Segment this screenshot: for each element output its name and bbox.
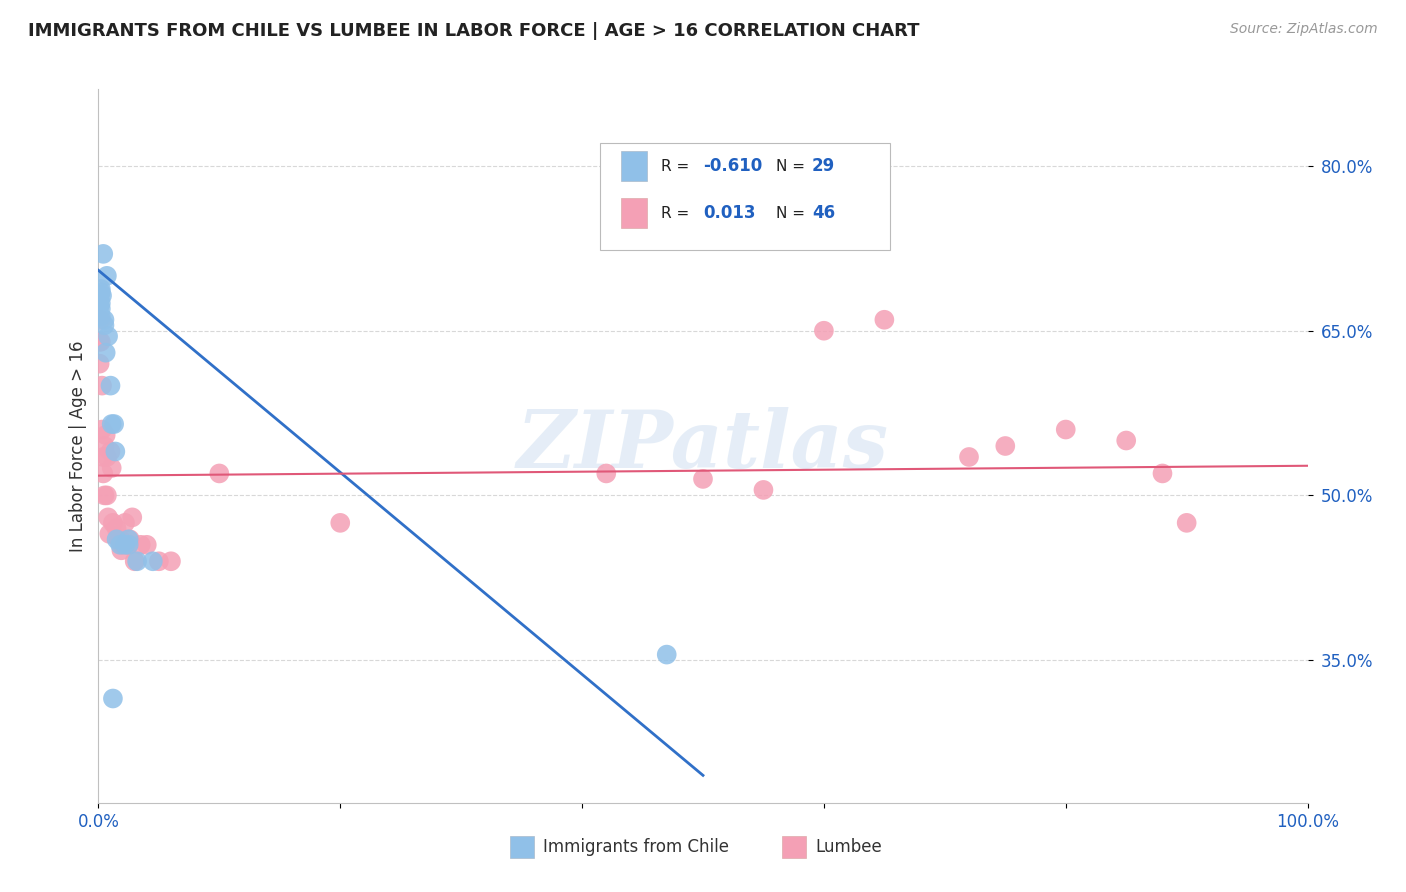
Point: [91, 378, 114, 392]
Point: [93, 488, 115, 502]
Point: [114, 538, 136, 552]
Text: ZIPatlas: ZIPatlas: [517, 408, 889, 484]
Text: N =: N =: [776, 159, 810, 174]
Point: [91, 288, 114, 302]
Point: [118, 538, 141, 552]
Point: [1152, 467, 1174, 481]
Point: [1175, 516, 1198, 530]
Bar: [782, 837, 806, 858]
Point: [957, 450, 980, 464]
Point: [98, 526, 121, 541]
Point: [91, 467, 114, 481]
Text: N =: N =: [776, 206, 810, 220]
Point: [148, 554, 170, 568]
Point: [108, 533, 131, 547]
Point: [692, 472, 714, 486]
Point: [96, 268, 118, 283]
Point: [96, 488, 118, 502]
Point: [100, 461, 122, 475]
Point: [873, 312, 896, 326]
Point: [752, 483, 775, 497]
Text: IMMIGRANTS FROM CHILE VS LUMBEE IN LABOR FORCE | AGE > 16 CORRELATION CHART: IMMIGRANTS FROM CHILE VS LUMBEE IN LABOR…: [28, 22, 920, 40]
Point: [104, 444, 127, 458]
Point: [124, 554, 146, 568]
Point: [108, 533, 131, 547]
Point: [100, 378, 122, 392]
Bar: [509, 837, 534, 858]
Point: [813, 324, 835, 338]
Point: [90, 282, 112, 296]
Point: [114, 516, 136, 530]
Text: 46: 46: [811, 204, 835, 222]
Bar: [621, 198, 647, 228]
Point: [93, 312, 115, 326]
Text: R =: R =: [661, 159, 693, 174]
Point: [1115, 434, 1137, 448]
Bar: [621, 152, 647, 181]
Point: [91, 247, 114, 261]
Text: Source: ZipAtlas.com: Source: ZipAtlas.com: [1230, 22, 1378, 37]
Point: [101, 691, 124, 706]
Point: [89, 334, 111, 349]
Point: [93, 318, 115, 333]
Point: [89, 293, 111, 307]
Point: [90, 310, 112, 324]
Point: [127, 554, 149, 568]
Point: [142, 554, 165, 568]
FancyBboxPatch shape: [600, 143, 890, 250]
Point: [100, 444, 122, 458]
Text: 0.013: 0.013: [703, 204, 755, 222]
Point: [1054, 423, 1077, 437]
Point: [135, 538, 157, 552]
Point: [118, 533, 141, 547]
Point: [89, 287, 111, 301]
Point: [111, 538, 134, 552]
Text: 29: 29: [811, 157, 835, 175]
Point: [103, 417, 125, 431]
Point: [110, 543, 132, 558]
Point: [100, 417, 122, 431]
Text: R =: R =: [661, 206, 693, 220]
Point: [90, 285, 112, 300]
Point: [160, 554, 183, 568]
Point: [91, 450, 114, 464]
Point: [94, 345, 117, 359]
Point: [89, 357, 111, 371]
Point: [90, 312, 112, 326]
Point: [118, 538, 141, 552]
Point: [105, 521, 128, 535]
Point: [655, 648, 678, 662]
Point: [117, 538, 139, 552]
Text: Immigrants from Chile: Immigrants from Chile: [543, 838, 730, 856]
Point: [118, 533, 141, 547]
Point: [90, 296, 112, 310]
Point: [129, 538, 152, 552]
Point: [89, 291, 111, 305]
Point: [105, 533, 128, 547]
Point: [94, 428, 117, 442]
Point: [93, 439, 115, 453]
Point: [595, 467, 617, 481]
Point: [208, 467, 231, 481]
Point: [91, 423, 114, 437]
Point: [101, 516, 124, 530]
Point: [90, 301, 112, 316]
Point: [89, 298, 111, 312]
Text: Lumbee: Lumbee: [815, 838, 882, 856]
Point: [108, 538, 131, 552]
Point: [329, 516, 352, 530]
Point: [96, 450, 118, 464]
Y-axis label: In Labor Force | Age > 16: In Labor Force | Age > 16: [69, 340, 87, 552]
Point: [97, 329, 120, 343]
Point: [994, 439, 1017, 453]
Point: [97, 510, 120, 524]
Text: -0.610: -0.610: [703, 157, 762, 175]
Point: [121, 510, 143, 524]
Point: [90, 334, 112, 349]
